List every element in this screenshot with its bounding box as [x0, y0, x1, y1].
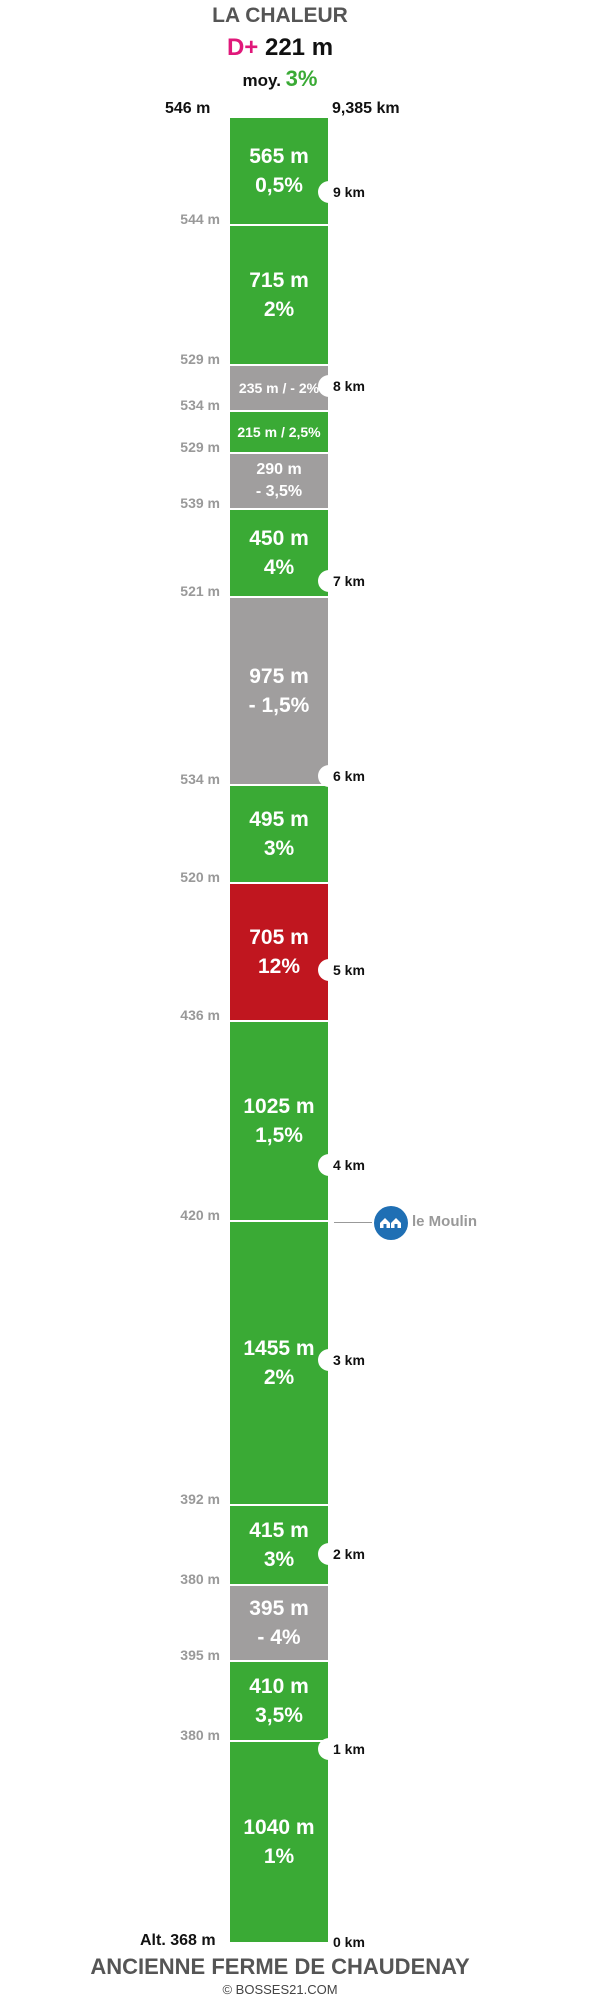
altitude-label: 380 m — [180, 1571, 220, 1587]
km-marker-4: 4 km — [333, 1157, 365, 1173]
altitude-label: 420 m — [180, 1207, 220, 1223]
segment-length: 395 m — [249, 1597, 309, 1620]
segment-3: 235 m / - 2% — [230, 366, 328, 412]
segment-length: 565 m — [249, 145, 309, 168]
segment-2: 715 m 2% — [230, 226, 328, 366]
km-notch-3 — [318, 1349, 340, 1371]
segment-grade: - 1,5% — [248, 694, 310, 717]
km-notch-1 — [318, 1738, 340, 1760]
altitude-label: 529 m — [180, 439, 220, 455]
segment-length: 1040 m — [243, 1816, 315, 1839]
house-icon — [380, 1218, 401, 1228]
segment-length: 450 m — [249, 527, 309, 550]
segment-1: 565 m 0,5% — [230, 118, 328, 226]
segment-length: 715 m — [249, 269, 309, 292]
km-notch-6 — [318, 765, 340, 787]
segment-length: 1455 m — [243, 1337, 315, 1360]
altitude-label: 534 m — [180, 771, 220, 787]
altitude-label: 380 m — [180, 1727, 220, 1743]
altitude-label: 436 m — [180, 1007, 220, 1023]
average-grade-value: 3% — [285, 66, 318, 91]
altitude-label: 529 m — [180, 351, 220, 367]
segment-grade: 2% — [263, 1366, 295, 1389]
segment-6: 450 m 4% — [230, 510, 328, 598]
km-marker-8: 8 km — [333, 378, 365, 394]
elevation-gain-label: D+ — [226, 34, 259, 61]
segment-7: 975 m - 1,5% — [230, 598, 328, 786]
km-notch-5 — [318, 959, 340, 981]
km-notch-9 — [318, 181, 340, 203]
segment-13: 395 m - 4% — [230, 1586, 328, 1662]
km-marker-9: 9 km — [333, 184, 365, 200]
segment-grade: 2% — [263, 298, 295, 321]
poi-marker — [374, 1206, 408, 1240]
poi-label: le Moulin — [412, 1213, 477, 1230]
altitude-label: 520 m — [180, 869, 220, 885]
segment-grade: 0,5% — [255, 174, 303, 197]
segment-12: 415 m 3% — [230, 1506, 328, 1586]
segment-grade: 3% — [263, 837, 295, 860]
top-altitude: 546 m — [165, 100, 211, 117]
altitude-label: 544 m — [180, 211, 220, 227]
start-location-name: ANCIENNE FERME DE CHAUDENAY — [90, 1954, 470, 1979]
segment-grade: 1,5% — [255, 1124, 303, 1147]
altitude-label: 534 m — [180, 397, 220, 413]
elevation-gain-value: 221 m — [264, 34, 334, 61]
km-marker-3: 3 km — [333, 1352, 365, 1368]
segment-length: 235 m / - 2% — [238, 380, 320, 396]
segment-11: 1455 m 2% — [230, 1222, 328, 1506]
segment-length: 410 m — [249, 1675, 309, 1698]
average-grade: moy. 3% — [0, 66, 560, 92]
top-distance: 9,385 km — [332, 100, 400, 117]
segment-length: 415 m — [249, 1519, 309, 1542]
segment-length: 705 m — [249, 926, 309, 949]
segment-length: 495 m — [249, 808, 309, 831]
segment-grade: 4% — [263, 556, 295, 579]
segment-grade: - 4% — [257, 1626, 301, 1649]
bottom-altitude: Alt. 368 m — [140, 1932, 216, 1949]
segment-5: 290 m - 3,5% — [230, 454, 328, 510]
segment-grade: 12% — [257, 955, 301, 978]
copyright: © BOSSES21.COM — [222, 1982, 338, 1997]
km-marker-2: 2 km — [333, 1546, 365, 1562]
climb-title: LA CHALEUR — [212, 4, 348, 27]
segment-length: 215 m / 2,5% — [237, 424, 321, 440]
segment-14: 410 m 3,5% — [230, 1662, 328, 1742]
segment-length: 290 m — [256, 461, 302, 478]
segment-grade: 1% — [263, 1845, 295, 1868]
altitude-label: 392 m — [180, 1491, 220, 1507]
segment-grade: 3% — [263, 1548, 295, 1571]
km-notch-8 — [318, 375, 340, 397]
km-marker-5: 5 km — [333, 962, 365, 978]
segment-10: 1025 m 1,5% — [230, 1022, 328, 1222]
poi-connector — [334, 1222, 372, 1223]
km-notch-4 — [318, 1154, 340, 1176]
segment-4: 215 m / 2,5% — [230, 412, 328, 454]
segment-grade: 3,5% — [255, 1704, 303, 1727]
segment-9: 705 m 12% — [230, 884, 328, 1022]
km-marker-6: 6 km — [333, 768, 365, 784]
bottom-distance: 0 km — [333, 1934, 365, 1950]
km-notch-2 — [318, 1543, 340, 1565]
segment-length: 1025 m — [243, 1095, 315, 1118]
elevation-gain: D+ 221 m — [0, 34, 560, 62]
altitude-label: 395 m — [180, 1647, 220, 1663]
segment-15: 1040 m 1% — [230, 1742, 328, 1942]
segment-grade: - 3,5% — [255, 483, 303, 500]
average-grade-label: moy. — [242, 71, 281, 90]
km-marker-7: 7 km — [333, 573, 365, 589]
segment-8: 495 m 3% — [230, 786, 328, 884]
altitude-label: 539 m — [180, 495, 220, 511]
altitude-label: 521 m — [180, 583, 220, 599]
km-marker-1: 1 km — [333, 1741, 365, 1757]
segment-length: 975 m — [249, 665, 309, 688]
km-notch-7 — [318, 570, 340, 592]
